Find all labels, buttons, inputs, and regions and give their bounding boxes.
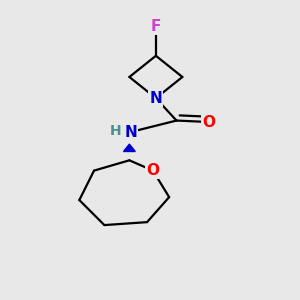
- Polygon shape: [124, 144, 135, 152]
- Text: N: N: [149, 91, 162, 106]
- Text: O: O: [202, 115, 215, 130]
- Text: H: H: [110, 124, 121, 138]
- Text: O: O: [146, 163, 159, 178]
- Text: F: F: [151, 19, 161, 34]
- Text: N: N: [124, 125, 137, 140]
